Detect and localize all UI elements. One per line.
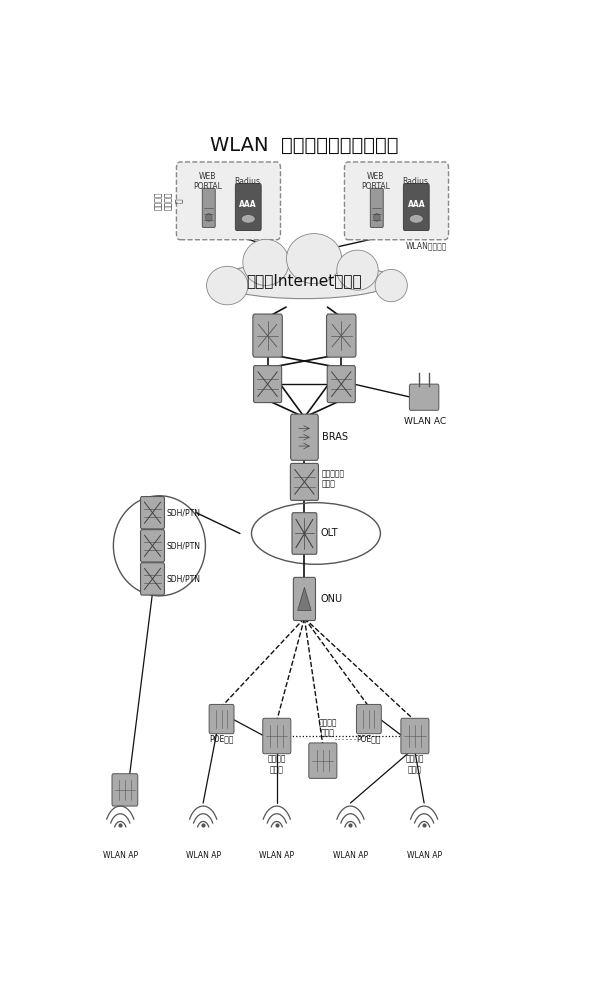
Text: WLAN AP: WLAN AP (103, 852, 138, 860)
Text: ......: ...... (334, 730, 358, 742)
Text: Radius: Radius (234, 177, 260, 186)
Ellipse shape (241, 215, 255, 223)
Text: SDH/PTN: SDH/PTN (167, 508, 201, 517)
FancyBboxPatch shape (356, 704, 381, 734)
FancyBboxPatch shape (293, 577, 315, 620)
Ellipse shape (409, 215, 423, 223)
Text: 热点接入
交换机: 热点接入 交换机 (267, 754, 286, 774)
FancyBboxPatch shape (254, 366, 282, 403)
Text: 运营商Internet骨干网: 运营商Internet骨干网 (247, 273, 362, 288)
Text: BRAS: BRAS (322, 432, 348, 442)
Text: AAA: AAA (239, 200, 257, 209)
FancyBboxPatch shape (327, 366, 355, 403)
FancyBboxPatch shape (253, 314, 282, 357)
Ellipse shape (337, 250, 378, 290)
FancyBboxPatch shape (403, 184, 429, 230)
Text: 省公司客
户认证系
统: 省公司客 户认证系 统 (154, 192, 184, 210)
FancyBboxPatch shape (141, 497, 165, 529)
Text: Radius: Radius (402, 177, 428, 186)
Text: POE接续: POE接续 (356, 734, 381, 743)
Text: AAA: AAA (407, 200, 425, 209)
FancyBboxPatch shape (327, 314, 356, 357)
FancyBboxPatch shape (176, 162, 280, 240)
Text: SDH/PTN: SDH/PTN (167, 574, 201, 583)
Text: WEB
PORTAL: WEB PORTAL (193, 172, 222, 191)
Ellipse shape (207, 266, 248, 305)
FancyBboxPatch shape (370, 188, 383, 227)
Text: 热点接入
交换机: 热点接入 交换机 (406, 754, 424, 774)
Ellipse shape (215, 263, 394, 299)
FancyBboxPatch shape (209, 704, 234, 734)
FancyBboxPatch shape (292, 513, 317, 554)
Text: WLAN  系统的运营网络架构图: WLAN 系统的运营网络架构图 (210, 136, 399, 155)
Text: WLAN AC: WLAN AC (404, 417, 446, 426)
FancyBboxPatch shape (290, 414, 318, 460)
Text: WEB
PORTAL: WEB PORTAL (361, 172, 390, 191)
FancyBboxPatch shape (112, 774, 138, 806)
Ellipse shape (206, 214, 212, 221)
Text: 城域网汇聚
交换机: 城域网汇聚 交换机 (322, 469, 345, 489)
Ellipse shape (374, 214, 380, 221)
Ellipse shape (243, 239, 289, 286)
FancyBboxPatch shape (401, 718, 429, 754)
FancyBboxPatch shape (263, 718, 291, 754)
Text: WLAN AP: WLAN AP (185, 852, 221, 860)
FancyBboxPatch shape (309, 743, 337, 778)
Text: POE接续: POE接续 (209, 734, 234, 743)
FancyBboxPatch shape (345, 162, 448, 240)
FancyBboxPatch shape (141, 530, 165, 562)
FancyBboxPatch shape (290, 463, 318, 500)
Text: WLAN AP: WLAN AP (333, 852, 368, 860)
Text: SDH/PTN: SDH/PTN (167, 541, 201, 550)
FancyBboxPatch shape (409, 384, 439, 410)
Text: WLAN AP: WLAN AP (406, 852, 442, 860)
Ellipse shape (286, 234, 342, 284)
Text: WLAN AP: WLAN AP (259, 852, 295, 860)
Text: ONU: ONU (320, 594, 342, 604)
Text: OLT: OLT (321, 528, 339, 538)
Text: 热点出口
交换机: 热点出口 交换机 (318, 718, 337, 738)
FancyBboxPatch shape (203, 188, 215, 227)
Text: WLAN认证系统: WLAN认证系统 (406, 241, 447, 250)
Polygon shape (298, 587, 311, 610)
FancyBboxPatch shape (141, 563, 165, 595)
FancyBboxPatch shape (235, 184, 261, 230)
Ellipse shape (375, 269, 407, 302)
